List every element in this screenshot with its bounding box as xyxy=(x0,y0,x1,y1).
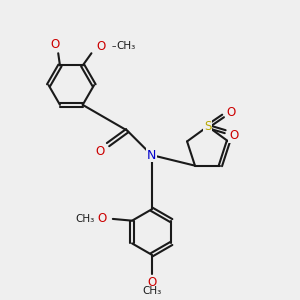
Text: O: O xyxy=(50,38,59,51)
Text: O: O xyxy=(95,145,105,158)
Text: O: O xyxy=(97,40,106,53)
Text: O: O xyxy=(98,212,107,225)
Text: N: N xyxy=(147,148,156,162)
Text: O: O xyxy=(229,129,239,142)
Text: O: O xyxy=(226,106,236,119)
Text: CH₃: CH₃ xyxy=(117,41,136,51)
Text: CH₃: CH₃ xyxy=(75,214,94,224)
Text: O: O xyxy=(147,275,156,289)
Text: CH₃: CH₃ xyxy=(142,286,161,296)
Text: S: S xyxy=(204,120,212,133)
Text: —: — xyxy=(112,42,120,51)
